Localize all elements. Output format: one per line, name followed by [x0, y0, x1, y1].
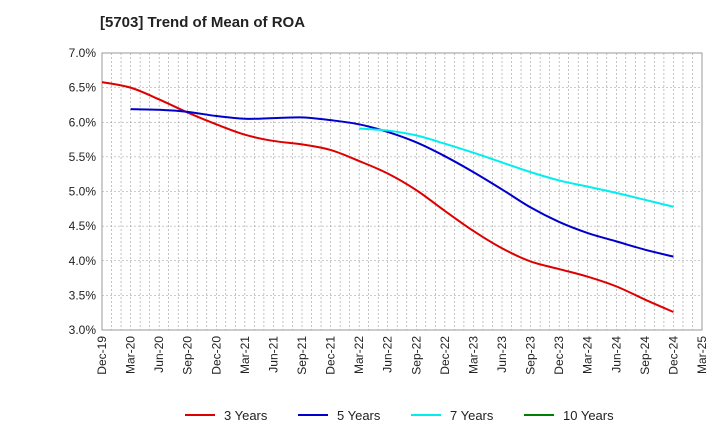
x-tick-label: Mar-20 — [124, 336, 138, 374]
y-tick-label: 6.5% — [69, 81, 97, 95]
x-tick-label: Sep-20 — [181, 336, 195, 375]
x-tick-label: Sep-23 — [524, 336, 538, 375]
x-tick-label: Mar-22 — [352, 336, 366, 374]
x-tick-label: Sep-24 — [638, 336, 652, 375]
x-tick-label: Dec-19 — [95, 336, 109, 375]
x-tick-label: Dec-23 — [552, 336, 566, 375]
chart-title: [5703] Trend of Mean of ROA — [100, 14, 306, 31]
x-tick-label: Jun-22 — [381, 336, 395, 373]
y-tick-label: 4.0% — [69, 254, 97, 268]
x-tick-label: Sep-22 — [409, 336, 423, 375]
x-tick-label: Dec-20 — [209, 336, 223, 375]
x-tick-label: Dec-21 — [324, 336, 338, 375]
x-tick-label: Dec-24 — [666, 336, 680, 375]
y-axis-ticks: 3.0% 3.5% 4.0% 4.5% 5.0% 5.5% 6.0% 6.5% 7.0% — [69, 46, 97, 337]
x-tick-label: Mar-21 — [238, 336, 252, 374]
legend-label-3-years: 3 Years — [224, 408, 268, 423]
x-tick-label: Sep-21 — [295, 336, 309, 375]
series-line-3-years — [101, 81, 674, 313]
x-tick-label: Dec-22 — [438, 336, 452, 375]
y-tick-label: 3.5% — [69, 288, 97, 302]
series-line-5-years — [130, 108, 674, 258]
x-tick-label: Mar-25 — [695, 336, 709, 374]
x-tick-label: Jun-24 — [609, 336, 623, 373]
x-tick-label: Mar-23 — [466, 336, 480, 374]
y-tick-label: 7.0% — [69, 46, 97, 60]
y-tick-label: 5.5% — [69, 150, 97, 164]
y-tick-label: 4.5% — [69, 219, 97, 233]
series-line-7-years — [359, 127, 674, 208]
legend: 3 Years 5 Years 7 Years 10 Years — [185, 408, 614, 423]
legend-label-7-years: 7 Years — [450, 408, 494, 423]
x-tick-label: Jun-21 — [266, 336, 280, 373]
legend-label-10-years: 10 Years — [563, 408, 614, 423]
x-axis-ticks: Dec-19 Mar-20 Jun-20 Sep-20 Dec-20 Mar-21 Jun-… — [95, 336, 709, 375]
x-tick-label: Mar-24 — [581, 336, 595, 374]
series-lines — [101, 81, 674, 313]
plot-area-frame — [101, 52, 703, 331]
y-tick-label: 5.0% — [69, 185, 97, 199]
x-tick-label: Jun-23 — [495, 336, 509, 373]
legend-label-5-years: 5 Years — [337, 408, 381, 423]
y-tick-label: 3.0% — [69, 323, 97, 337]
y-tick-label: 6.0% — [69, 115, 97, 129]
x-tick-label: Jun-20 — [152, 336, 166, 373]
